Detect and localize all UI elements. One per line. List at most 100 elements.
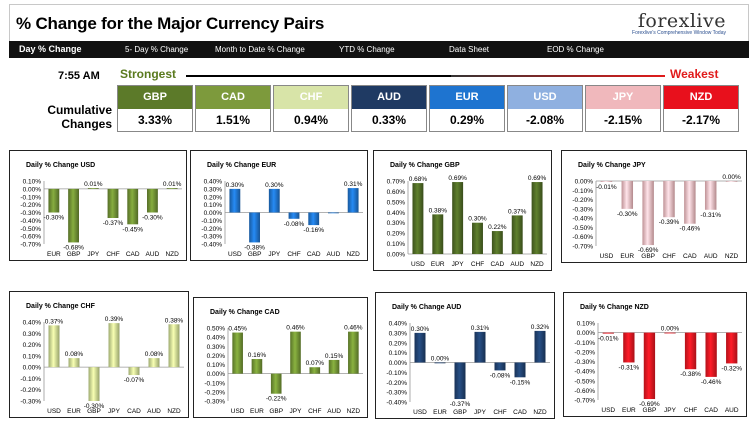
bar-chf	[107, 188, 119, 219]
bar-chf	[309, 367, 321, 374]
data-label: 0.01%	[84, 181, 103, 188]
y-tick-label: -0.20%	[574, 349, 595, 356]
nav-data-sheet[interactable]: Data Sheet	[449, 45, 490, 54]
chart-panel-eur: Daily % Change EUR 0.40% 0.30% 0.20% 0.10% 0.…	[190, 150, 368, 261]
data-label: 0.15%	[325, 353, 344, 360]
x-category-label: AUD	[510, 261, 524, 268]
chart-title: Daily % Change GBP	[390, 162, 460, 169]
y-tick-label: 0.00%	[207, 371, 226, 378]
data-label: 0.38%	[165, 317, 184, 324]
y-tick-label: -0.10%	[20, 376, 41, 383]
x-category-label: JPY	[87, 251, 100, 258]
y-tick-label: -0.40%	[572, 216, 593, 223]
currency-box-aud: AUD 0.33%	[351, 85, 427, 132]
x-category-label: AUD	[147, 408, 161, 415]
bar-nzd	[166, 188, 178, 189]
x-category-label: AUD	[725, 407, 739, 414]
bar-eur	[434, 362, 446, 364]
data-label: -0.45%	[122, 226, 143, 233]
nav-day-change[interactable]: Day % Change	[19, 44, 82, 54]
chart-aud: Daily % Change AUD0.40%0.30%0.20%0.10%0.…	[386, 304, 550, 416]
chart-panel-jpy: Daily % Change JPY 0.00% -0.10% -0.20% -0.30…	[561, 150, 747, 263]
data-label: -0.08%	[284, 221, 305, 228]
bar-nzd	[725, 181, 738, 182]
y-tick-label: -0.20%	[20, 202, 41, 209]
chart-nzd: Daily % Change NZD 0.10% 0.00% -0.10% -0.20%…	[574, 304, 742, 414]
bar-usd	[602, 332, 614, 334]
data-label: -0.38%	[244, 244, 265, 251]
nav-month-to-date-change[interactable]: Month to Date % Change	[215, 45, 305, 54]
x-category-label: NZD	[533, 409, 547, 416]
bar-cad	[128, 367, 140, 376]
data-label: 0.39%	[105, 316, 124, 323]
x-category-label: AUD	[327, 251, 341, 258]
data-label: -0.15%	[510, 379, 531, 386]
bar-jpy	[290, 331, 301, 374]
y-tick-label: -0.20%	[20, 387, 41, 394]
chart-gbp: Daily % Change GBP 0.70% 0.60% 0.50% 0.40% 0.…	[387, 162, 547, 268]
data-label: -0.38%	[680, 371, 701, 378]
bar-gbp	[68, 188, 79, 243]
x-category-label: CAD	[490, 261, 504, 268]
bar-chf	[663, 181, 675, 218]
x-category-label: USD	[47, 408, 61, 415]
data-label: 0.30%	[265, 182, 284, 189]
currency-cumulative-value: 3.33%	[137, 113, 173, 127]
y-tick-label: 0.50%	[207, 326, 226, 333]
x-category-label: NZD	[725, 253, 739, 260]
bar-gbp	[454, 362, 466, 400]
currency-box-usd: USD -2.08%	[507, 85, 583, 132]
y-tick-label: 0.10%	[207, 362, 226, 369]
data-label: -0.46%	[701, 379, 722, 386]
y-tick-label: 0.40%	[387, 210, 406, 217]
x-category-label: EUR	[622, 407, 636, 414]
data-label: -0.08%	[490, 372, 511, 379]
x-category-label: GBP	[641, 253, 655, 260]
bar-nzd	[347, 188, 359, 213]
bar-nzd	[531, 182, 543, 254]
data-label: -0.16%	[303, 227, 324, 234]
y-tick-label: 0.00%	[389, 360, 408, 367]
data-label: 0.32%	[531, 324, 550, 331]
x-category-label: USD	[411, 261, 425, 268]
x-category-label: EUR	[620, 253, 634, 260]
x-category-label: CAD	[126, 251, 140, 258]
currency-code: USD	[508, 86, 582, 109]
bar-cad	[308, 212, 320, 226]
x-category-label: JPY	[290, 408, 303, 415]
x-category-label: CAD	[683, 253, 697, 260]
bar-chf	[494, 362, 506, 371]
forexlive-logo[interactable]: forexlive Forexlive's Comprehensive Wind…	[616, 10, 726, 42]
data-label: -0.46%	[680, 226, 701, 233]
currency-cumulative-value: 0.94%	[293, 113, 329, 127]
bar-gbp	[249, 212, 260, 243]
nav-5day-change[interactable]: 5- Day % Change	[125, 45, 189, 54]
data-label: 0.45%	[228, 326, 247, 333]
y-tick-label: -0.30%	[201, 234, 222, 241]
currency-box-jpy: JPY -2.15%	[585, 85, 661, 132]
bar-aud	[726, 332, 738, 364]
x-category-label: GBP	[269, 408, 283, 415]
data-label: 0.08%	[145, 351, 164, 358]
y-tick-label: -0.70%	[20, 242, 41, 249]
y-tick-label: 0.40%	[207, 335, 226, 342]
bar-usd	[232, 332, 243, 374]
nav-eod-change[interactable]: EOD % Change	[547, 45, 604, 54]
y-tick-label: -0.20%	[201, 226, 222, 233]
bar-aud	[511, 215, 523, 254]
bar-jpy	[664, 332, 676, 334]
nav-ytd-change[interactable]: YTD % Change	[339, 45, 395, 54]
currency-code: GBP	[118, 86, 192, 109]
x-category-label: CHF	[662, 253, 675, 260]
data-label: 0.38%	[429, 207, 448, 214]
x-category-label: USD	[231, 408, 245, 415]
chart-jpy: Daily % Change JPY 0.00% -0.10% -0.20% -0.30…	[572, 162, 742, 260]
currency-box-eur: EUR 0.29%	[429, 85, 505, 132]
x-category-label: AUD	[146, 251, 160, 258]
currency-box-chf: CHF 0.94%	[273, 85, 349, 132]
y-tick-label: 0.20%	[387, 231, 406, 238]
chart-cad: Daily % Change CAD 0.50% 0.40% 0.30% 0.20% 0.…	[204, 309, 363, 415]
chart-title: Daily % Change NZD	[580, 304, 649, 311]
currency-code: AUD	[352, 86, 426, 109]
bar-cad	[684, 181, 696, 224]
